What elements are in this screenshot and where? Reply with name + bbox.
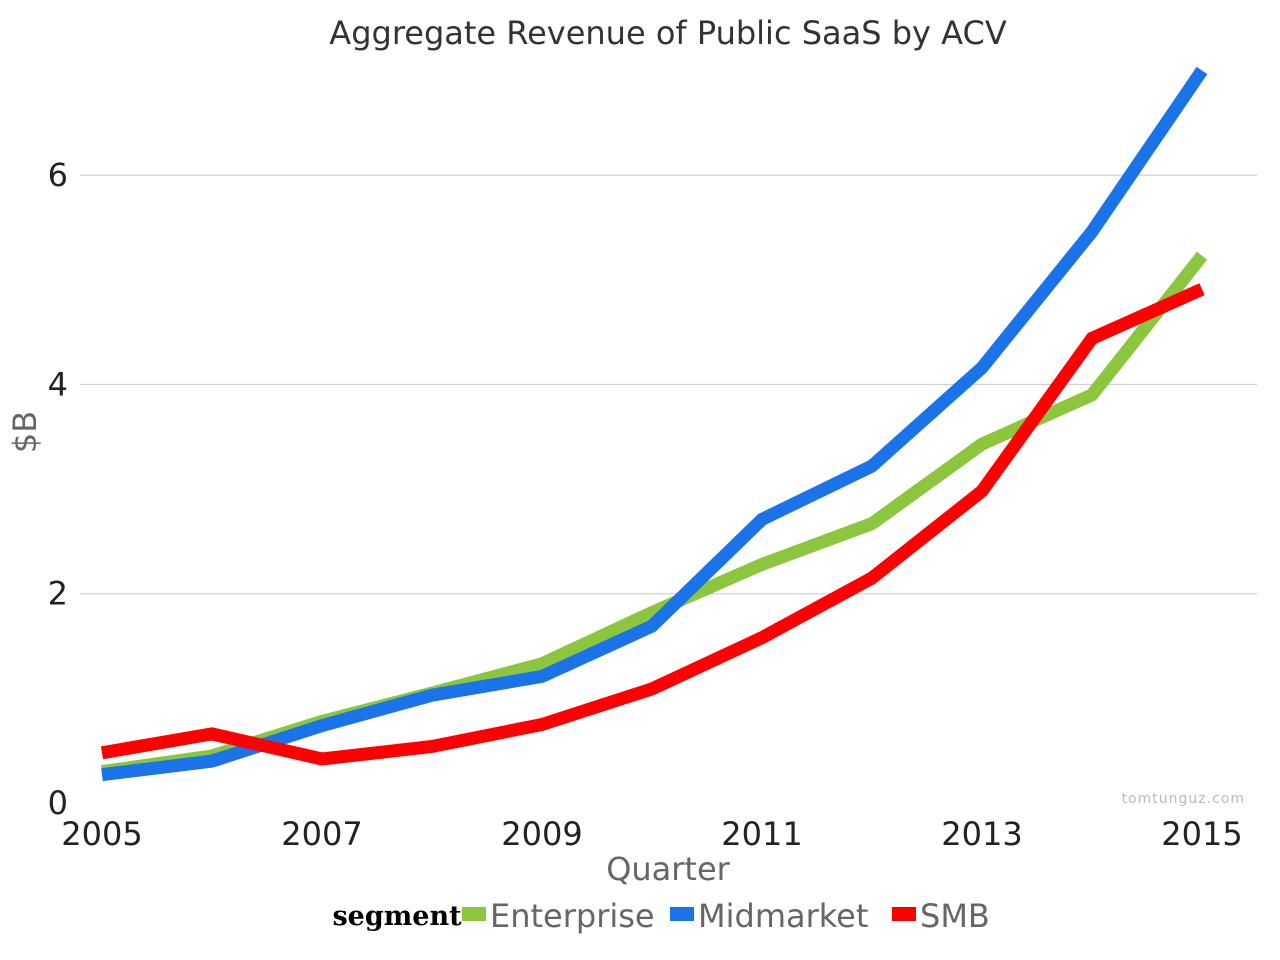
legend: segment Enterprise Midmarket SMB [332,897,989,935]
series-line-midmarket [101,66,1208,782]
legend-label-smb: SMB [920,897,990,935]
y-tick-label: 2 [48,575,68,613]
x-tick-label: 2009 [501,815,582,853]
legend-title: segment [332,901,462,932]
x-tick-label: 2005 [61,815,142,853]
y-tick-label: 4 [48,365,68,403]
x-tick-label: 2015 [1161,815,1242,853]
series-line-smb [100,283,1205,766]
legend-swatch-midmarket [670,907,694,921]
x-tick-label: 2011 [721,815,802,853]
x-tick-label: 2013 [941,815,1022,853]
y-tick-label: 6 [48,156,68,194]
x-axis-title: Quarter [606,850,730,888]
y-tick-label: 0 [48,784,68,822]
legend-swatch-enterprise [462,907,486,921]
y-tick-labels: 0 2 4 6 [48,156,68,822]
watermark: tomtunguz.com [1122,791,1245,807]
legend-label-midmarket: Midmarket [698,897,868,935]
x-tick-label: 2007 [281,815,362,853]
chart-title: Aggregate Revenue of Public SaaS by ACV [329,14,1007,52]
legend-swatch-smb [892,907,916,921]
legend-label-enterprise: Enterprise [490,897,655,935]
y-axis-title: $B [6,411,44,453]
x-tick-labels: 2005 2007 2009 2011 2013 2015 [61,815,1242,853]
series-lines [100,66,1208,782]
